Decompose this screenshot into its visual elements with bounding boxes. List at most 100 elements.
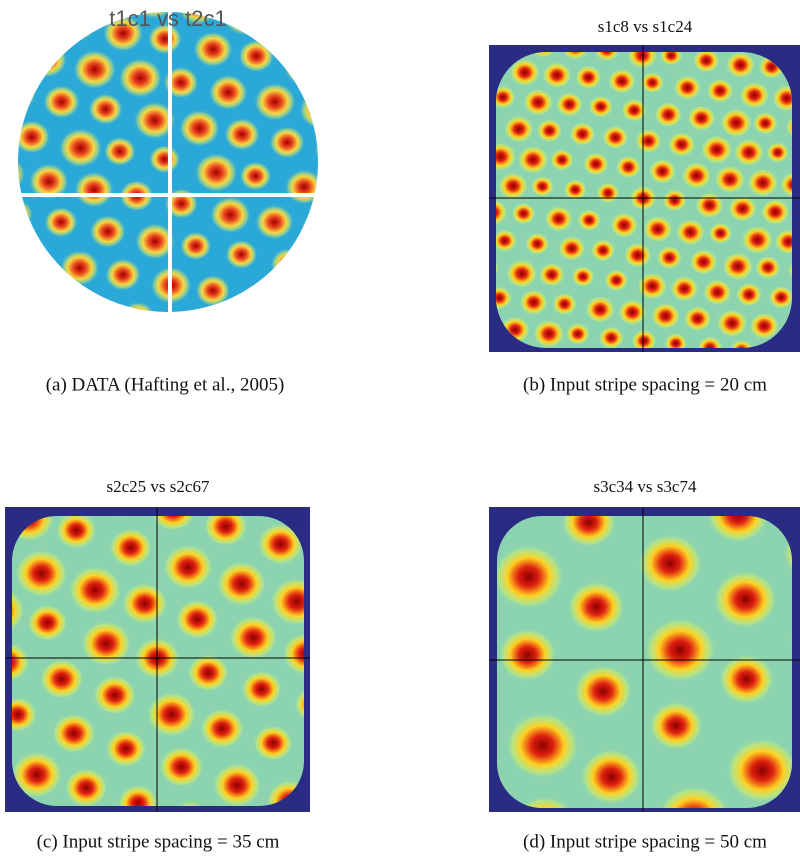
field-blob — [608, 68, 636, 94]
field-blob — [681, 162, 712, 190]
field-blob — [105, 730, 147, 768]
field-blob — [701, 135, 733, 164]
field-blob — [712, 22, 736, 44]
field-blob — [716, 309, 748, 338]
field-blob — [211, 318, 246, 349]
field-blob — [229, 615, 278, 660]
field-blob — [42, 84, 81, 119]
field-blob — [270, 577, 304, 626]
field-blob — [27, 41, 68, 78]
field-blob — [780, 172, 792, 198]
field-blob — [739, 81, 770, 109]
field-blob — [749, 312, 780, 340]
field-blob — [496, 199, 508, 226]
field-blob — [282, 632, 304, 676]
field-blob — [722, 252, 754, 281]
field-blob — [15, 549, 68, 598]
field-blob — [195, 274, 231, 307]
field-blob — [313, 12, 318, 49]
panel-title: s2c25 vs s2c67 — [107, 477, 210, 496]
field-blob — [239, 161, 272, 191]
field-blob — [314, 134, 318, 166]
field-blob — [72, 49, 117, 90]
field-blob — [320, 796, 360, 832]
field-blob — [725, 52, 756, 79]
field-blob — [496, 286, 513, 310]
field-blob — [58, 127, 103, 169]
field-blob — [588, 95, 614, 118]
field-blob — [565, 323, 590, 345]
field-blob — [525, 232, 550, 255]
field-blob — [654, 102, 683, 128]
field-blob — [583, 152, 609, 176]
field-blob — [253, 725, 293, 761]
field-blob — [656, 245, 683, 270]
field-blob — [706, 78, 734, 104]
field-blob — [93, 675, 137, 715]
field-blob — [134, 222, 176, 260]
field-blob — [533, 319, 565, 348]
field-blob — [245, 469, 289, 509]
field-blob — [150, 516, 196, 532]
field-blob — [43, 206, 79, 238]
field-blob — [120, 301, 156, 312]
field-blob — [760, 198, 790, 226]
field-blob — [122, 582, 168, 625]
field-blob — [163, 544, 213, 590]
panel-caption: (c) Input stripe spacing = 35 cm — [37, 831, 280, 852]
field-blob — [224, 239, 258, 270]
field-blob — [618, 299, 647, 326]
field-blob — [55, 516, 97, 549]
field-blob — [509, 58, 540, 87]
field-blob — [692, 52, 720, 73]
heatmap — [454, 22, 792, 348]
field-blob — [12, 642, 30, 682]
field-blob — [517, 145, 549, 174]
field-blob — [673, 75, 702, 101]
field-blob — [621, 98, 647, 122]
field-blob — [575, 65, 602, 90]
field-blob — [147, 22, 183, 55]
field-blob — [68, 566, 122, 615]
field-blob — [542, 62, 572, 89]
field-blob — [555, 92, 583, 117]
field-blob — [505, 712, 579, 779]
field-blob — [523, 88, 554, 116]
field-blob — [561, 516, 616, 547]
field-blob — [457, 82, 483, 105]
panel-title: s3c34 vs s3c74 — [594, 477, 697, 496]
field-blob — [18, 119, 51, 155]
heatmap — [497, 516, 792, 808]
heatmap — [18, 12, 318, 349]
field-blob — [585, 296, 615, 323]
field-blob — [637, 272, 668, 300]
field-blob — [496, 142, 517, 172]
field-blob — [519, 289, 548, 316]
field-blob — [240, 282, 278, 312]
field-blob — [708, 222, 733, 245]
field-blob — [18, 33, 23, 70]
field-blob — [741, 225, 774, 255]
field-blob — [707, 516, 769, 543]
field-blob — [148, 144, 181, 174]
field-blob — [550, 149, 574, 171]
field-blob — [558, 235, 586, 261]
field-blob — [640, 72, 664, 94]
field-blob — [714, 165, 746, 194]
field-blob — [657, 785, 731, 808]
field-blob — [635, 128, 662, 154]
field-blob — [454, 283, 485, 311]
panel-caption: (a) DATA (Hafting et al., 2005) — [46, 374, 285, 395]
field-blob — [594, 52, 620, 62]
field-blob — [580, 748, 642, 805]
field-blob — [102, 14, 144, 53]
field-blob — [52, 713, 96, 754]
field-blob — [602, 125, 629, 150]
field-blob — [178, 109, 221, 148]
field-blob — [269, 126, 306, 159]
field-blob — [64, 768, 108, 806]
field-blob — [728, 195, 757, 222]
field-blob — [223, 117, 261, 151]
field-blob — [768, 285, 792, 309]
